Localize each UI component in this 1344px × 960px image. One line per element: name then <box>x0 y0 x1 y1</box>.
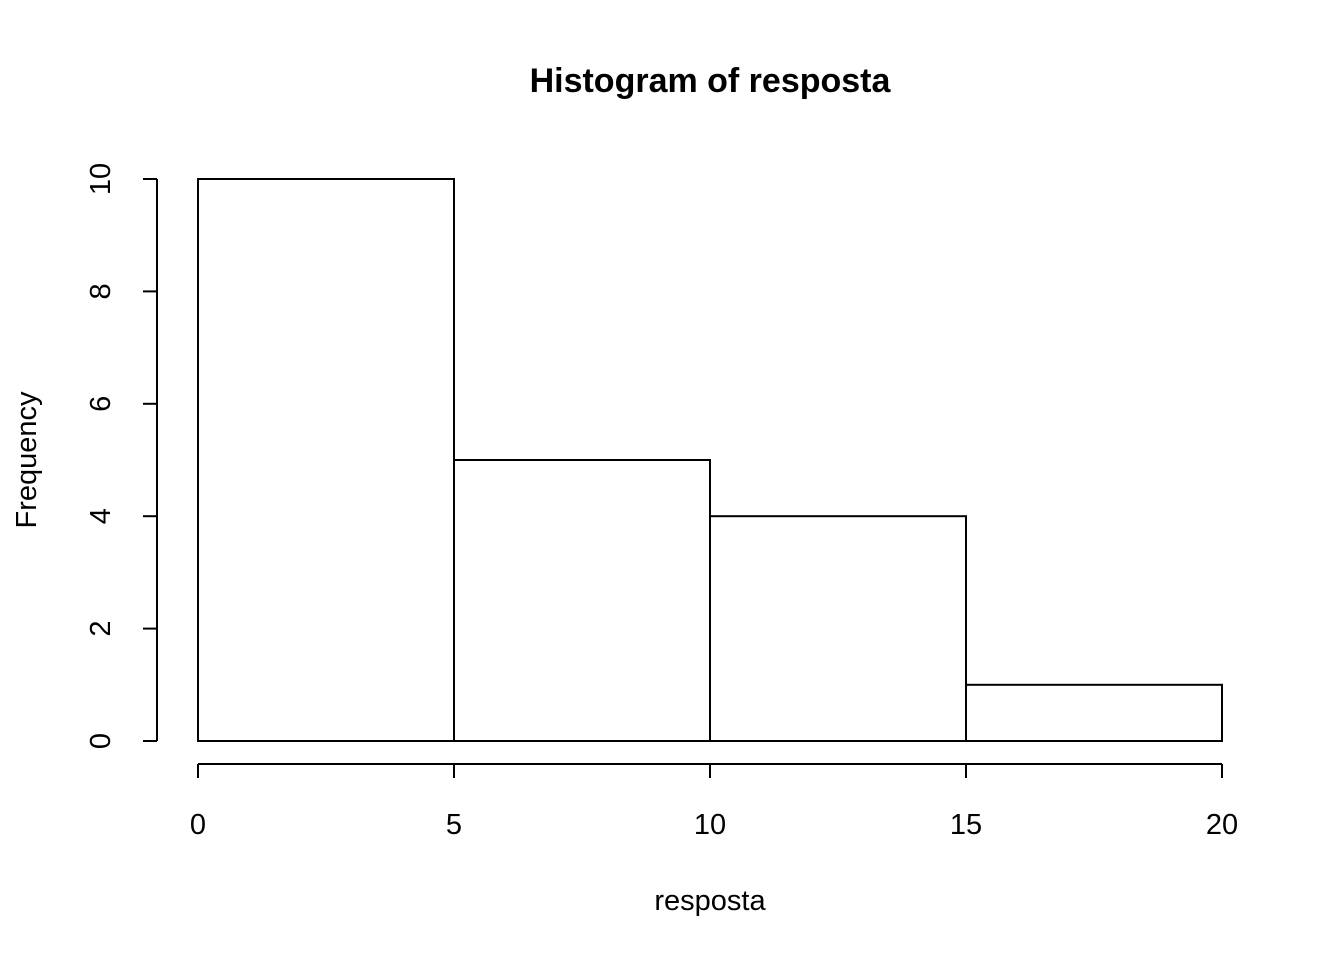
histogram-bars <box>197 178 1223 743</box>
x-axis: 0 5 10 15 20 <box>190 763 1238 841</box>
y-axis: 0 2 4 6 8 10 <box>85 163 158 749</box>
y-axis-title: Frequency <box>11 391 43 529</box>
y-tick-label: 10 <box>85 163 117 195</box>
histogram-bar-4 <box>965 683 1223 742</box>
histogram-bar-2 <box>453 459 711 742</box>
y-tick-label: 0 <box>85 733 117 749</box>
x-tick-label: 20 <box>1206 809 1238 841</box>
x-axis-title: resposta <box>654 885 766 917</box>
histogram-bar-1 <box>197 178 455 742</box>
x-tick-label: 10 <box>694 809 726 841</box>
y-tick-label: 4 <box>85 508 117 524</box>
y-tick-label: 6 <box>85 396 117 412</box>
chart-title: Histogram of resposta <box>530 62 892 100</box>
x-tick-label: 15 <box>950 809 982 841</box>
y-tick-label: 2 <box>85 621 117 637</box>
y-tick-label: 8 <box>85 283 117 299</box>
x-tick-label: 5 <box>446 809 462 841</box>
histogram-bar-3 <box>709 515 967 743</box>
x-tick-label: 0 <box>190 809 206 841</box>
